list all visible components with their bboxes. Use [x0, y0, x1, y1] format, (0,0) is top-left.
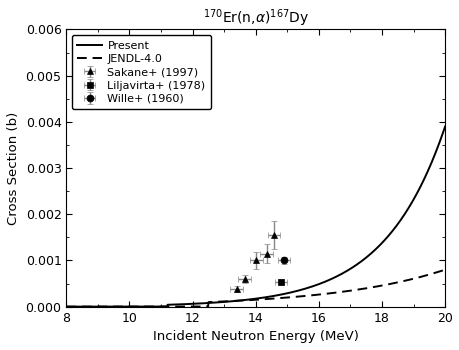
Present [365, 253, 370, 258]
JENDL-4.0 [63, 304, 69, 309]
JENDL-4.0 [442, 268, 447, 272]
Legend: Present, JENDL-4.0, Sakane+ (1997), Liljavirta+ (1978), Wille+ (1960): Present, JENDL-4.0, Sakane+ (1997), Lilj… [72, 35, 211, 110]
JENDL-4.0 [365, 286, 370, 290]
Present [216, 300, 222, 304]
Present [442, 124, 447, 128]
Present [358, 259, 364, 263]
Title: $^{170}$Er(n,$\alpha$)$^{167}$Dy: $^{170}$Er(n,$\alpha$)$^{167}$Dy [202, 7, 308, 29]
JENDL-4.0 [230, 299, 235, 303]
Present [230, 299, 235, 303]
JENDL-4.0 [323, 292, 329, 296]
Line: Present: Present [66, 126, 444, 307]
Present [323, 279, 329, 283]
JENDL-4.0 [216, 300, 222, 304]
Present [102, 304, 107, 309]
Line: JENDL-4.0: JENDL-4.0 [66, 270, 444, 307]
JENDL-4.0 [102, 304, 107, 309]
Present [63, 304, 69, 309]
Y-axis label: Cross Section (b): Cross Section (b) [7, 111, 20, 225]
JENDL-4.0 [358, 287, 364, 291]
X-axis label: Incident Neutron Energy (MeV): Incident Neutron Energy (MeV) [152, 330, 358, 343]
